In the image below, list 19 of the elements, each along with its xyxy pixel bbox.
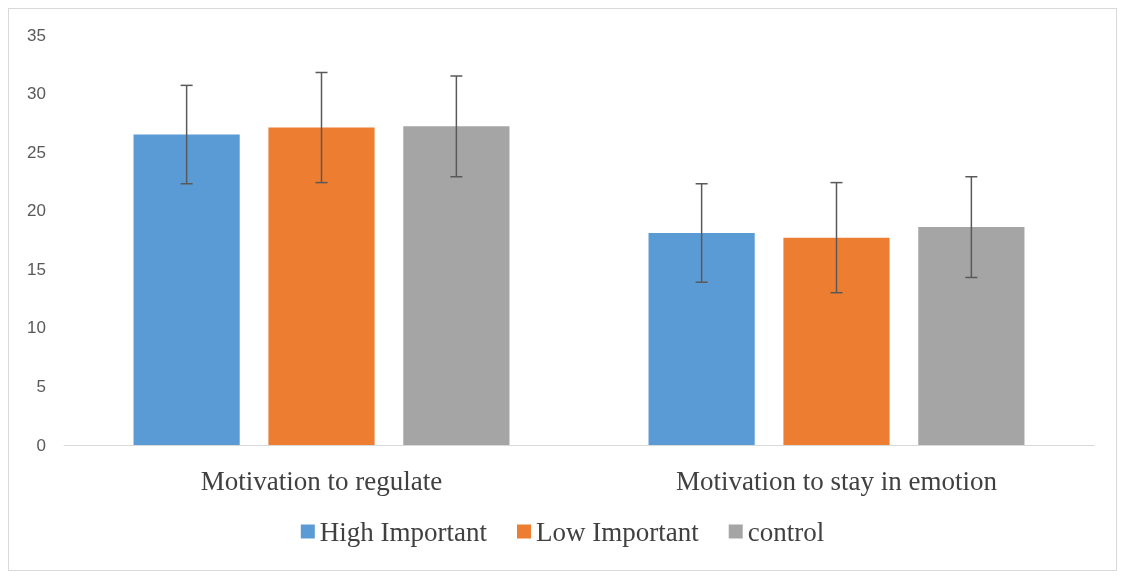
bar xyxy=(648,232,755,445)
bar xyxy=(918,227,1025,445)
legend-label: Low Important xyxy=(536,516,700,547)
y-tick-label: 20 xyxy=(27,201,46,221)
y-tick-label: 5 xyxy=(36,376,46,396)
bar xyxy=(268,127,375,445)
bar xyxy=(133,134,240,445)
x-tick-label: Motivation to stay in emotion xyxy=(676,465,998,496)
y-tick-label: 30 xyxy=(27,84,46,104)
legend-label: High Important xyxy=(319,516,488,547)
y-tick-label: 35 xyxy=(27,25,46,45)
y-tick-label: 0 xyxy=(36,435,46,455)
bar xyxy=(403,126,510,445)
y-tick-label: 15 xyxy=(27,259,46,279)
y-tick-label: 10 xyxy=(27,318,46,338)
y-tick-label: 25 xyxy=(27,142,46,162)
legend-label: control xyxy=(747,516,825,547)
bar xyxy=(783,237,890,445)
x-tick-label: Motivation to regulate xyxy=(200,465,443,496)
